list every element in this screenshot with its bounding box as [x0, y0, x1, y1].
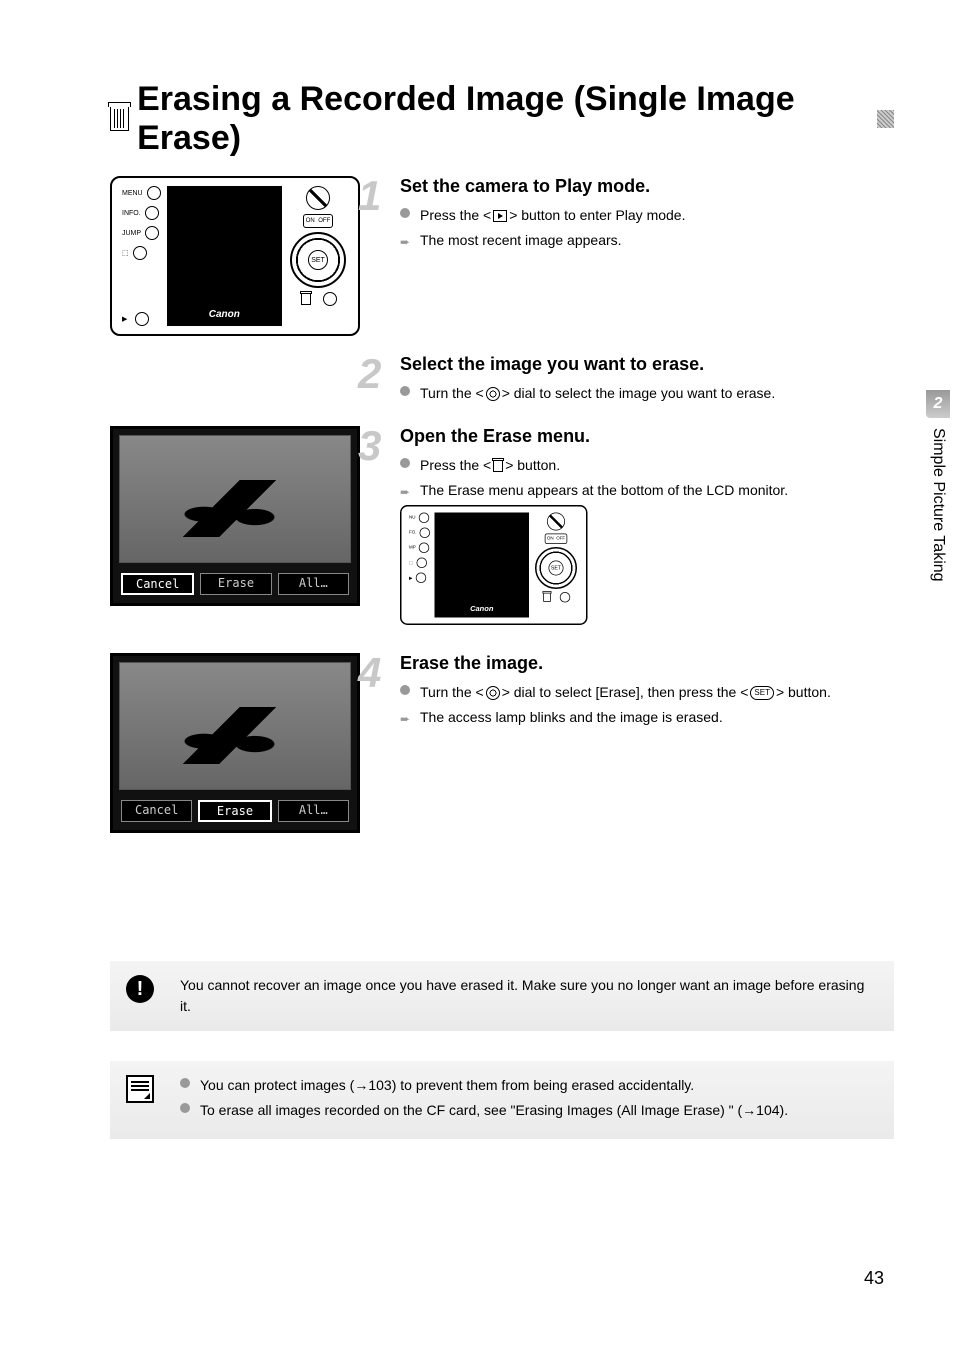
- step-4-title: Erase the image.: [400, 653, 894, 674]
- tip-2: To erase all images recorded on the CF c…: [200, 1100, 788, 1121]
- trash-button-icon: [543, 593, 551, 602]
- tip-note: You can protect images (→103) to prevent…: [110, 1061, 894, 1139]
- zoom-button-icon: [416, 558, 427, 569]
- quick-control-dial-icon: SET: [535, 547, 577, 589]
- step-number-4: 4: [358, 649, 381, 697]
- play-button-icon: [415, 573, 426, 584]
- step-2-line-1: Turn the <> dial to select the image you…: [420, 383, 775, 404]
- gear-bullet-icon: [180, 1078, 190, 1088]
- jump-button-icon: [419, 543, 430, 554]
- trash-icon: [493, 460, 503, 472]
- cancel-option: Cancel: [121, 573, 194, 595]
- jump-label: JUMP: [122, 230, 141, 237]
- step-1-title: Set the camera to Play mode.: [400, 176, 894, 197]
- step-number-1: 1: [358, 172, 381, 220]
- tip-1: You can protect images (→103) to prevent…: [200, 1075, 694, 1096]
- mode-dial-icon: [306, 186, 330, 210]
- side-chapter-tab: 2 Simple Picture Taking: [922, 380, 954, 592]
- step-1-line-2: The most recent image appears.: [420, 230, 622, 251]
- step-1-body: Press the <> button to enter Play mode. …: [400, 205, 894, 251]
- trash-button-icon: [301, 293, 311, 305]
- gear-bullet-icon: [180, 1103, 190, 1113]
- step-2-title: Select the image you want to erase.: [400, 354, 894, 375]
- camera-lcd: Canon: [167, 186, 282, 326]
- menu-button-icon: [419, 513, 430, 524]
- lcd-preview-image: [119, 435, 351, 563]
- lcd-screenshot-cancel: Cancel Erase All…: [110, 426, 360, 606]
- step-3-line-2: The Erase menu appears at the bottom of …: [420, 480, 788, 501]
- brand-label: Canon: [209, 309, 240, 320]
- menu-button-icon: [147, 186, 161, 200]
- arrow-bullet-icon: ➨: [400, 707, 414, 728]
- play-icon: [493, 210, 507, 222]
- play-button-icon: [135, 312, 149, 326]
- step-number-3: 3: [358, 422, 381, 470]
- cancel-option: Cancel: [121, 800, 192, 822]
- arrow-bullet-icon: ➨: [400, 480, 414, 501]
- warning-note: ! You cannot recover an image once you h…: [110, 961, 894, 1031]
- gear-bullet-icon: [400, 685, 410, 695]
- chapter-number: 2: [926, 390, 950, 418]
- title-text: Erasing a Recorded Image (Single Image E…: [137, 80, 869, 158]
- info-button-icon: [145, 206, 159, 220]
- dial-icon: [486, 387, 500, 401]
- gear-bullet-icon: [400, 458, 410, 468]
- trash-circle-icon: [560, 592, 571, 603]
- step-4-line-2: The access lamp blinks and the image is …: [420, 707, 723, 728]
- section-marker-icon: [877, 110, 894, 128]
- lcd-preview-image: [119, 662, 351, 790]
- dial-icon: [486, 686, 500, 700]
- all-option: All…: [278, 800, 349, 822]
- menu-label: MENU: [122, 190, 143, 197]
- warning-icon: !: [126, 975, 154, 1003]
- step-3-title: Open the Erase menu.: [400, 426, 894, 447]
- trash-icon: [110, 107, 129, 131]
- step-4-line-1: Turn the <> dial to select [Erase], then…: [420, 682, 831, 703]
- power-switch-icon: ONOFF: [545, 534, 568, 545]
- power-switch-icon: ONOFF: [303, 214, 333, 228]
- motorcycle-icon: [166, 480, 293, 537]
- mode-dial-icon: [547, 513, 565, 531]
- step-1-line-1: Press the <> button to enter Play mode.: [420, 205, 685, 226]
- set-icon: SET: [750, 686, 774, 700]
- erase-menu-1: Cancel Erase All…: [113, 569, 357, 603]
- arrow-bullet-icon: ➨: [400, 230, 414, 251]
- trash-circle-icon: [323, 292, 337, 306]
- step-4-body: Turn the <> dial to select [Erase], then…: [400, 682, 894, 728]
- zoom-button-icon: [133, 246, 147, 260]
- camera-back-diagram: MENU INFO. JUMP ⬚ ▶ Canon ONOFF: [110, 176, 360, 336]
- chapter-label: Simple Picture Taking: [929, 428, 947, 582]
- play-icon: ▶: [122, 315, 127, 323]
- gear-bullet-icon: [400, 208, 410, 218]
- erase-option: Erase: [198, 800, 271, 822]
- gear-bullet-icon: [400, 386, 410, 396]
- step-3-body: Press the <> button. ➨ The Erase menu ap…: [400, 455, 894, 501]
- info-label: INFO.: [122, 210, 141, 217]
- jump-button-icon: [145, 226, 159, 240]
- info-button-icon: [420, 528, 431, 539]
- lcd-screenshot-erase: Cancel Erase All…: [110, 653, 360, 833]
- motorcycle-icon: [166, 707, 293, 764]
- set-button-icon: SET: [308, 250, 328, 270]
- camera-lcd: Canon: [435, 513, 530, 618]
- page-number: 43: [864, 1268, 884, 1289]
- set-button-icon: SET: [549, 561, 564, 576]
- erase-option: Erase: [200, 573, 271, 595]
- step-3-line-1: Press the <> button.: [420, 455, 560, 476]
- brand-label: Canon: [470, 605, 493, 613]
- all-option: All…: [278, 573, 349, 595]
- warning-text: You cannot recover an image once you hav…: [180, 977, 864, 1014]
- camera-back-diagram-small: NU FO. MP ⬚ ▶ Canon ONOFF: [400, 505, 588, 625]
- step-number-2: 2: [358, 350, 381, 398]
- zoom-icon: ⬚: [122, 249, 129, 257]
- document-icon: [126, 1075, 154, 1103]
- quick-control-dial-icon: SET: [290, 232, 346, 288]
- erase-menu-2: Cancel Erase All…: [113, 796, 357, 830]
- page-title: Erasing a Recorded Image (Single Image E…: [110, 80, 894, 158]
- step-2-body: Turn the <> dial to select the image you…: [400, 383, 894, 404]
